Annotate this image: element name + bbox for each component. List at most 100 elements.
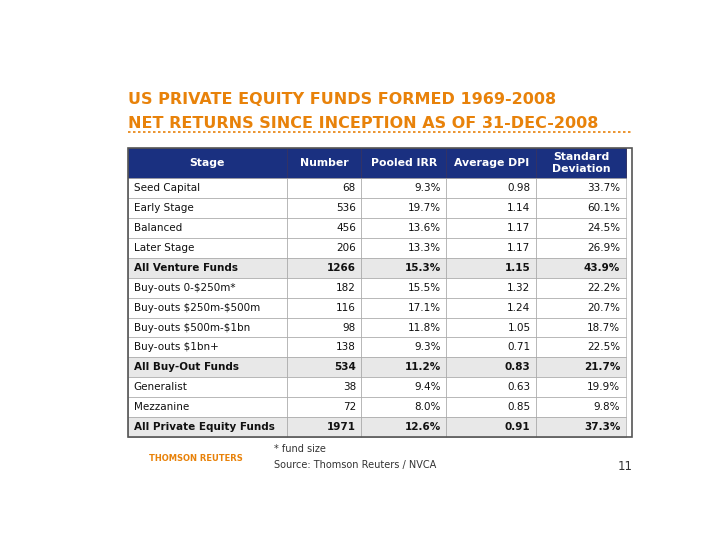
- Bar: [446, 258, 536, 278]
- Bar: [361, 338, 446, 357]
- Text: All Private Equity Funds: All Private Equity Funds: [133, 422, 274, 432]
- Bar: [446, 148, 536, 178]
- Bar: [446, 238, 536, 258]
- Text: 37.3%: 37.3%: [584, 422, 620, 432]
- Bar: [536, 338, 626, 357]
- Bar: [361, 397, 446, 417]
- Text: 138: 138: [336, 342, 356, 353]
- Bar: [128, 218, 287, 238]
- Bar: [536, 357, 626, 377]
- Bar: [287, 218, 361, 238]
- Bar: [446, 397, 536, 417]
- Text: 22.2%: 22.2%: [587, 283, 620, 293]
- Text: * fund size: * fund size: [274, 444, 326, 454]
- Text: 8.0%: 8.0%: [414, 402, 441, 412]
- Text: 17.1%: 17.1%: [408, 302, 441, 313]
- Bar: [446, 278, 536, 298]
- Bar: [446, 218, 536, 238]
- Bar: [536, 218, 626, 238]
- Bar: [536, 178, 626, 198]
- Text: Stage: Stage: [189, 158, 225, 168]
- Text: 9.8%: 9.8%: [594, 402, 620, 412]
- Bar: [287, 278, 361, 298]
- Text: Mezzanine: Mezzanine: [133, 402, 189, 412]
- Bar: [128, 417, 287, 437]
- Text: Seed Capital: Seed Capital: [133, 183, 199, 193]
- Bar: [128, 148, 632, 437]
- Bar: [446, 338, 536, 357]
- Bar: [287, 258, 361, 278]
- Bar: [446, 377, 536, 397]
- Bar: [287, 397, 361, 417]
- Bar: [361, 278, 446, 298]
- Bar: [361, 178, 446, 198]
- Text: 1.14: 1.14: [507, 203, 531, 213]
- Bar: [128, 258, 287, 278]
- Text: 534: 534: [334, 362, 356, 372]
- Bar: [287, 338, 361, 357]
- Text: Buy-outs \$1bn+: Buy-outs \$1bn+: [133, 342, 218, 353]
- Text: Standard
Deviation: Standard Deviation: [552, 152, 611, 174]
- Bar: [536, 278, 626, 298]
- Text: 1.17: 1.17: [507, 243, 531, 253]
- Bar: [361, 258, 446, 278]
- Text: 116: 116: [336, 302, 356, 313]
- Text: 0.91: 0.91: [505, 422, 531, 432]
- Text: 0.83: 0.83: [505, 362, 531, 372]
- Text: 98: 98: [343, 322, 356, 333]
- Text: 206: 206: [336, 243, 356, 253]
- Bar: [287, 298, 361, 318]
- Text: Balanced: Balanced: [133, 223, 181, 233]
- Bar: [361, 298, 446, 318]
- Bar: [287, 357, 361, 377]
- Bar: [361, 238, 446, 258]
- Bar: [361, 357, 446, 377]
- Text: 182: 182: [336, 283, 356, 293]
- Text: 72: 72: [343, 402, 356, 412]
- Text: 24.5%: 24.5%: [587, 223, 620, 233]
- Bar: [361, 417, 446, 437]
- Bar: [536, 198, 626, 218]
- Bar: [128, 298, 287, 318]
- Bar: [446, 298, 536, 318]
- Text: Number: Number: [300, 158, 348, 168]
- Text: All Venture Funds: All Venture Funds: [133, 263, 238, 273]
- Text: Buy-outs \$500m-\$1bn: Buy-outs \$500m-\$1bn: [133, 322, 250, 333]
- Bar: [361, 148, 446, 178]
- Text: 9.3%: 9.3%: [414, 342, 441, 353]
- Text: 68: 68: [343, 183, 356, 193]
- Text: 11: 11: [617, 460, 632, 473]
- Text: 38: 38: [343, 382, 356, 392]
- Bar: [128, 318, 287, 338]
- Bar: [536, 298, 626, 318]
- Text: Average DPI: Average DPI: [454, 158, 528, 168]
- Text: 0.71: 0.71: [508, 342, 531, 353]
- Bar: [128, 148, 287, 178]
- Text: 19.9%: 19.9%: [587, 382, 620, 392]
- Text: 536: 536: [336, 203, 356, 213]
- Bar: [446, 198, 536, 218]
- Text: Buy-outs \$250m-\$500m: Buy-outs \$250m-\$500m: [133, 302, 260, 313]
- Bar: [361, 318, 446, 338]
- Text: 33.7%: 33.7%: [587, 183, 620, 193]
- Bar: [128, 338, 287, 357]
- Text: 22.5%: 22.5%: [587, 342, 620, 353]
- Text: 9.4%: 9.4%: [414, 382, 441, 392]
- Bar: [446, 417, 536, 437]
- Text: Later Stage: Later Stage: [133, 243, 194, 253]
- Text: 0.85: 0.85: [508, 402, 531, 412]
- Text: 11.8%: 11.8%: [408, 322, 441, 333]
- Text: 11.2%: 11.2%: [405, 362, 441, 372]
- Text: 15.3%: 15.3%: [405, 263, 441, 273]
- Bar: [536, 397, 626, 417]
- Text: 1.15: 1.15: [505, 263, 531, 273]
- Text: 15.5%: 15.5%: [408, 283, 441, 293]
- Text: 43.9%: 43.9%: [584, 263, 620, 273]
- Text: 456: 456: [336, 223, 356, 233]
- Text: 18.7%: 18.7%: [587, 322, 620, 333]
- Text: Generalist: Generalist: [133, 382, 187, 392]
- Bar: [287, 178, 361, 198]
- Bar: [287, 377, 361, 397]
- Bar: [446, 357, 536, 377]
- Text: 1.17: 1.17: [507, 223, 531, 233]
